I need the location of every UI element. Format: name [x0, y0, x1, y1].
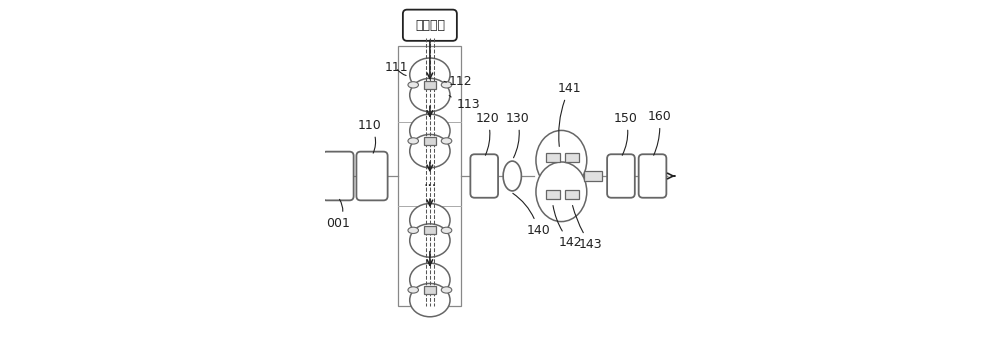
Text: 143: 143	[573, 206, 603, 251]
Text: 130: 130	[505, 112, 529, 158]
Text: 110: 110	[358, 119, 382, 153]
Ellipse shape	[410, 78, 450, 112]
Ellipse shape	[441, 287, 452, 293]
Bar	[546, 190, 560, 199]
Ellipse shape	[408, 138, 418, 144]
Text: 150: 150	[614, 112, 638, 155]
FancyBboxPatch shape	[639, 154, 666, 198]
Ellipse shape	[408, 227, 418, 233]
FancyBboxPatch shape	[322, 152, 354, 200]
Ellipse shape	[441, 138, 452, 144]
FancyBboxPatch shape	[356, 152, 388, 200]
Ellipse shape	[441, 82, 452, 88]
Text: 142: 142	[553, 206, 583, 249]
Bar	[424, 226, 436, 234]
Text: 111: 111	[384, 61, 408, 75]
FancyBboxPatch shape	[403, 10, 457, 41]
Ellipse shape	[503, 161, 521, 191]
Ellipse shape	[410, 203, 450, 237]
Text: 输入信号: 输入信号	[415, 19, 445, 32]
Text: 001: 001	[326, 199, 350, 230]
Bar	[565, 153, 579, 162]
Bar	[398, 46, 461, 306]
Bar	[584, 171, 602, 181]
Ellipse shape	[536, 131, 587, 190]
Bar	[565, 190, 579, 199]
Text: 140: 140	[513, 193, 550, 237]
FancyBboxPatch shape	[470, 154, 498, 198]
Text: 120: 120	[475, 112, 499, 155]
Ellipse shape	[410, 283, 450, 317]
Ellipse shape	[441, 227, 452, 233]
Ellipse shape	[410, 263, 450, 296]
Text: ···: ···	[423, 179, 436, 193]
Bar	[424, 286, 436, 294]
Ellipse shape	[410, 134, 450, 168]
Bar	[424, 81, 436, 89]
Text: 160: 160	[647, 110, 671, 155]
Text: 112: 112	[444, 75, 473, 88]
Text: 113: 113	[449, 95, 480, 111]
Ellipse shape	[536, 162, 587, 221]
Ellipse shape	[410, 224, 450, 257]
FancyBboxPatch shape	[607, 154, 635, 198]
Ellipse shape	[410, 58, 450, 91]
Ellipse shape	[410, 114, 450, 147]
Bar	[424, 137, 436, 145]
Ellipse shape	[408, 287, 418, 293]
Text: 141: 141	[558, 82, 581, 146]
Bar	[546, 153, 560, 162]
Ellipse shape	[408, 82, 418, 88]
